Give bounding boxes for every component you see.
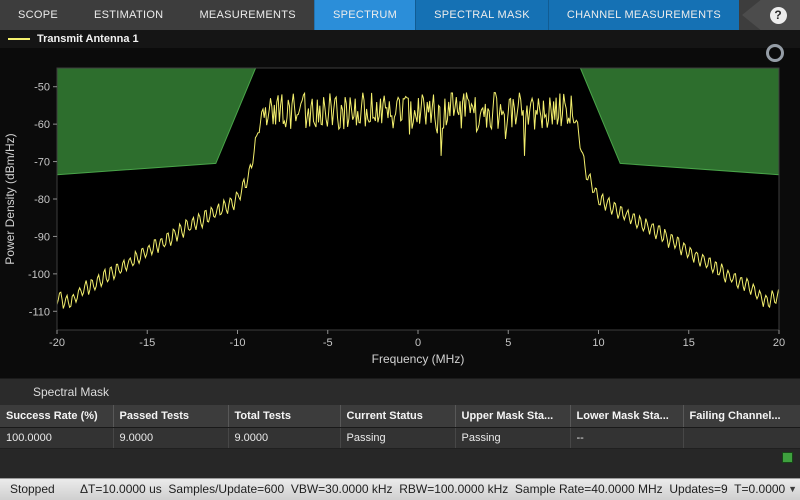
busy-indicator-icon <box>766 44 784 62</box>
col-current-status[interactable]: Current Status <box>340 405 456 428</box>
spectral-mask-region <box>57 68 779 175</box>
green-indicator-icon <box>782 452 793 463</box>
spectrum-trace <box>56 91 779 309</box>
spectral-mask-panel: Spectral Mask Success Rate (%) Passed Te… <box>0 378 800 478</box>
status-info: ΔT=10.0000 us Samples/Update=600 VBW=30.… <box>80 482 786 496</box>
toolbar-right: ? <box>742 0 800 30</box>
table-header-row: Success Rate (%) Passed Tests Total Test… <box>0 405 800 428</box>
y-tick-label: -50 <box>34 82 50 94</box>
cell-success-rate: 100.0000 <box>0 427 114 449</box>
spectral-mask-panel-title: Spectral Mask <box>0 379 800 405</box>
status-bar: Stopped ΔT=10.0000 us Samples/Update=600… <box>0 478 800 500</box>
y-tick-label: -80 <box>34 194 50 206</box>
spectrum-plot[interactable]: -50-60-70-80-90-100-110-20 -15 -10 -5 0 5 10 15… <box>0 48 800 378</box>
col-lower-mask-status[interactable]: Lower Mask Sta... <box>570 405 684 428</box>
cell-upper-mask-status: Passing <box>455 427 571 449</box>
y-tick-label: -100 <box>28 269 50 281</box>
col-upper-mask-status[interactable]: Upper Mask Sta... <box>455 405 571 428</box>
legend-line-swatch <box>8 38 30 40</box>
cell-current-status: Passing <box>340 427 456 449</box>
y-tick-label: -60 <box>34 119 50 131</box>
help-plate: ? <box>742 0 800 30</box>
x-tick-label: -5 <box>323 337 333 349</box>
chart-section: -50 -60 -70 -80 -90 -100 -110 -20 -15 -10 -5 0 5 10 15… <box>0 48 800 378</box>
status-expand-icon[interactable]: ▼ <box>788 484 797 494</box>
legend-label: Transmit Antenna 1 <box>37 33 139 45</box>
x-tick-label: 10 <box>592 337 604 349</box>
mask-edge-left <box>56 67 257 176</box>
y-tick-label: -70 <box>34 157 50 169</box>
x-tick-label: -10 <box>230 337 246 349</box>
col-passed-tests[interactable]: Passed Tests <box>113 405 229 428</box>
y-tick-label: -90 <box>34 231 50 243</box>
tab-scope[interactable]: SCOPE <box>18 9 59 21</box>
cell-failing-channels <box>683 427 800 449</box>
mask-edge-right <box>579 67 780 176</box>
col-failing-channels[interactable]: Failing Channel... <box>683 405 800 428</box>
legend-bar: Transmit Antenna 1 <box>0 30 800 48</box>
tab-spectrum[interactable]: SPECTRUM <box>313 0 416 30</box>
x-tick-label: -20 <box>49 337 65 349</box>
cell-total-tests: 9.0000 <box>228 427 341 449</box>
x-tick-label: 20 <box>773 337 785 349</box>
col-total-tests[interactable]: Total Tests <box>228 405 341 428</box>
tab-estimation[interactable]: ESTIMATION <box>94 9 164 21</box>
cell-passed-tests: 9.0000 <box>113 427 229 449</box>
table-row[interactable]: 100.0000 9.0000 9.0000 Passing Passing -… <box>0 427 800 449</box>
spectral-mask-table: Success Rate (%) Passed Tests Total Test… <box>0 405 800 449</box>
y-tick-label: -110 <box>29 306 50 318</box>
toolstrip: SCOPE ESTIMATION MEASUREMENTS SPECTRUM S… <box>0 0 800 30</box>
tab-spectral-mask[interactable]: SPECTRAL MASK <box>415 0 548 30</box>
x-tick-label: 15 <box>683 337 695 349</box>
cell-lower-mask-status: -- <box>570 427 684 449</box>
x-tick-label: -15 <box>139 337 155 349</box>
tab-channel-measurements[interactable]: CHANNEL MEASUREMENTS <box>547 0 739 30</box>
x-tick-label: 0 <box>415 337 421 349</box>
col-success-rate[interactable]: Success Rate (%) <box>0 405 114 428</box>
x-tick-label: 5 <box>505 337 511 349</box>
x-axis-label: Frequency (MHz) <box>372 352 465 366</box>
help-button[interactable]: ? <box>769 6 787 24</box>
y-axis-label: Power Density (dBm/Hz) <box>3 133 17 264</box>
status-state: Stopped <box>10 482 55 496</box>
tab-measurements[interactable]: MEASUREMENTS <box>199 9 296 21</box>
